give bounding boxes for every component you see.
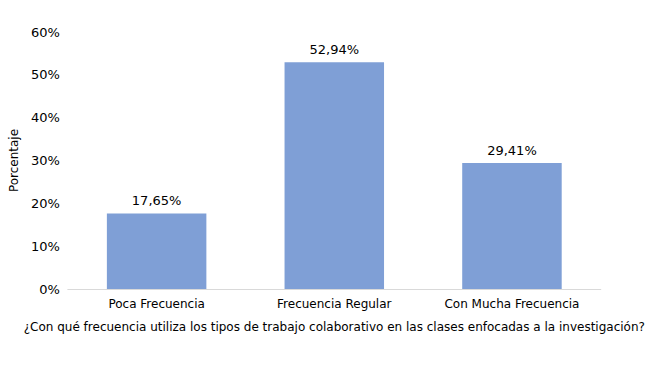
svg-text:¿Con qué frecuencia utiliza lo: ¿Con qué frecuencia utiliza los tipos de… — [24, 320, 645, 334]
svg-text:60%: 60% — [31, 25, 60, 40]
svg-text:Frecuencia Regular: Frecuencia Regular — [277, 297, 391, 311]
svg-text:52,94%: 52,94% — [310, 42, 360, 57]
svg-text:17,65%: 17,65% — [132, 193, 182, 208]
svg-text:20%: 20% — [31, 196, 60, 211]
svg-text:29,41%: 29,41% — [487, 143, 537, 158]
svg-text:50%: 50% — [31, 67, 60, 82]
svg-text:40%: 40% — [31, 110, 60, 125]
svg-text:0%: 0% — [39, 282, 60, 297]
svg-text:30%: 30% — [31, 153, 60, 168]
svg-text:Poca Frecuencia: Poca Frecuencia — [108, 297, 204, 311]
svg-text:Porcentaje: Porcentaje — [7, 129, 21, 192]
svg-text:10%: 10% — [31, 239, 60, 254]
svg-text:Con Mucha Frecuencia: Con Mucha Frecuencia — [444, 297, 579, 311]
